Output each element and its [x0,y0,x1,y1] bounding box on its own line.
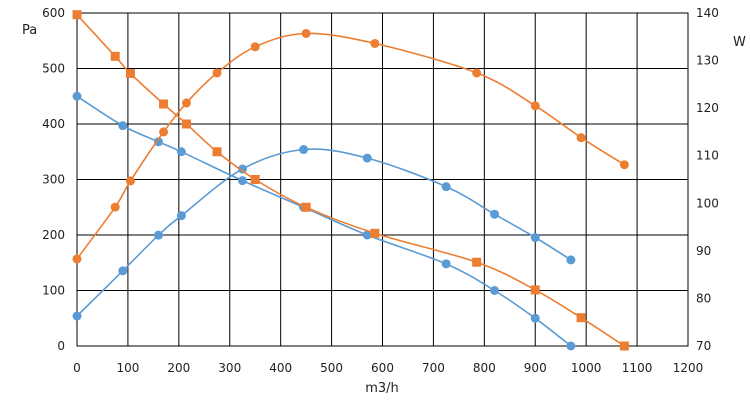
data-point [118,121,128,131]
data-point [159,127,169,137]
data-point [576,133,586,143]
data-point [72,91,82,101]
y2-tick-label: 80 [696,291,711,305]
data-point [566,255,576,265]
x-tick-label: 200 [167,361,190,375]
y-tick-label: 600 [42,6,65,20]
data-point [441,182,451,192]
y2-tick-label: 90 [696,244,711,258]
data-point [441,259,451,269]
x-axis-label: m3/h [365,381,399,396]
x-tick-label: 1100 [622,361,653,375]
data-point [110,202,120,212]
data-point [153,230,163,240]
data-point [125,68,135,78]
x-tick-label: 600 [371,361,394,375]
x-tick-label: 900 [524,361,547,375]
data-point [530,285,540,295]
data-point [181,119,191,129]
x-tick-label: 1000 [571,361,602,375]
x-tick-label: 800 [473,361,496,375]
y2-tick-label: 140 [696,6,719,20]
data-point [472,257,482,267]
data-point [110,51,120,61]
data-point [299,145,309,155]
data-point [153,137,163,147]
y2-tick-label: 100 [696,196,719,210]
data-point [72,10,82,20]
x-tick-label: 700 [422,361,445,375]
data-point [181,98,191,108]
y-tick-label: 400 [42,117,65,131]
data-point [530,101,540,111]
series-group [72,10,629,351]
series-line [76,14,625,347]
series-line [76,95,572,347]
data-point [176,147,186,157]
y-axis-label: Pa [22,23,37,38]
data-point [576,313,586,323]
y2-tick-labels: 70 80 90 100 110 120 130 140 [696,6,719,353]
y-tick-label: 100 [42,284,65,298]
y2-tick-label: 70 [696,339,711,353]
x-tick-labels: 0 100 200 300 400 500 600 700 800 900 1000 1100 1200 [73,361,703,375]
data-point [530,313,540,323]
data-point [490,286,500,295]
y-tick-label: 500 [42,62,65,76]
data-point [370,228,380,238]
data-point [212,68,222,78]
y2-tick-label: 130 [696,54,719,68]
data-point [301,28,311,38]
data-point [472,68,482,78]
data-point [250,42,260,52]
data-point [237,164,247,174]
data-point [176,211,186,221]
data-point [490,209,500,219]
data-point [72,311,82,321]
y-tick-label: 0 [57,339,65,353]
data-point [250,175,260,184]
y2-tick-label: 120 [696,101,719,115]
x-tick-label: 0 [73,361,81,375]
data-point [566,341,576,351]
y2-tick-label: 110 [696,149,719,163]
x-tick-label: 1200 [673,361,704,375]
data-point [619,160,629,170]
data-point [362,230,372,240]
data-point [370,38,380,48]
x-tick-label: 100 [116,361,139,375]
data-point [159,99,169,109]
data-point [619,341,629,351]
plot-frame [76,12,689,347]
y-tick-labels: 0 100 200 300 400 500 600 [42,6,65,353]
data-point [125,176,135,186]
axes [76,12,689,347]
x-tick-label: 500 [320,361,343,375]
data-point [72,254,82,264]
x-tick-label: 400 [269,361,292,375]
y2-axis-label: W [733,35,746,50]
data-point [530,233,540,243]
data-point [212,147,222,157]
data-point [362,153,372,163]
y-tick-label: 200 [42,228,65,242]
data-point [301,202,311,212]
x-tick-label: 300 [218,361,241,375]
y-tick-label: 300 [42,173,65,187]
data-point [237,176,247,186]
grid-lines [76,12,689,347]
data-point [118,266,128,276]
